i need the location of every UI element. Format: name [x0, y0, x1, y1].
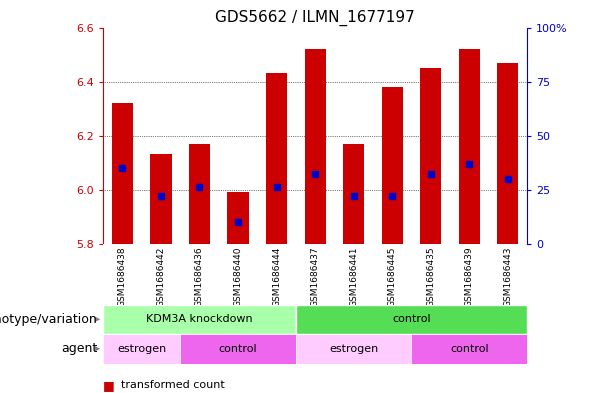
Bar [497, 62, 518, 244]
Title: GDS5662 / ILMN_1677197: GDS5662 / ILMN_1677197 [215, 10, 415, 26]
Text: GSM1686442: GSM1686442 [157, 247, 166, 307]
Text: estrogen: estrogen [117, 344, 166, 354]
Text: agent: agent [61, 342, 97, 355]
Bar [112, 103, 133, 244]
Text: GSM1686440: GSM1686440 [233, 247, 243, 307]
Text: GSM1686435: GSM1686435 [426, 247, 435, 307]
Text: control: control [392, 314, 431, 324]
Text: transformed count: transformed count [121, 380, 224, 390]
Bar [103, 334, 180, 364]
Bar [305, 49, 326, 244]
Text: KDM3A knockdown: KDM3A knockdown [146, 314, 253, 324]
Bar [420, 68, 441, 244]
Text: ■: ■ [103, 378, 115, 392]
Text: GSM1686437: GSM1686437 [310, 247, 320, 307]
Bar [382, 87, 403, 244]
Bar [150, 154, 171, 244]
Bar [296, 305, 527, 334]
Text: GSM1686438: GSM1686438 [118, 247, 127, 307]
Text: GSM1686444: GSM1686444 [272, 247, 281, 307]
Bar [412, 334, 527, 364]
Text: GSM1686443: GSM1686443 [504, 247, 512, 307]
Bar [103, 305, 296, 334]
Bar [266, 73, 287, 244]
Text: GSM1686439: GSM1686439 [465, 247, 474, 307]
Bar [343, 144, 364, 244]
Text: control: control [219, 344, 257, 354]
Text: genotype/variation: genotype/variation [0, 313, 97, 326]
Text: GSM1686441: GSM1686441 [349, 247, 358, 307]
Bar [459, 49, 480, 244]
Text: GSM1686445: GSM1686445 [388, 247, 397, 307]
Bar [189, 144, 210, 244]
Text: estrogen: estrogen [329, 344, 378, 354]
Text: GSM1686436: GSM1686436 [195, 247, 204, 307]
Text: control: control [450, 344, 489, 354]
Bar [227, 192, 249, 244]
Bar [296, 334, 412, 364]
Bar [180, 334, 296, 364]
